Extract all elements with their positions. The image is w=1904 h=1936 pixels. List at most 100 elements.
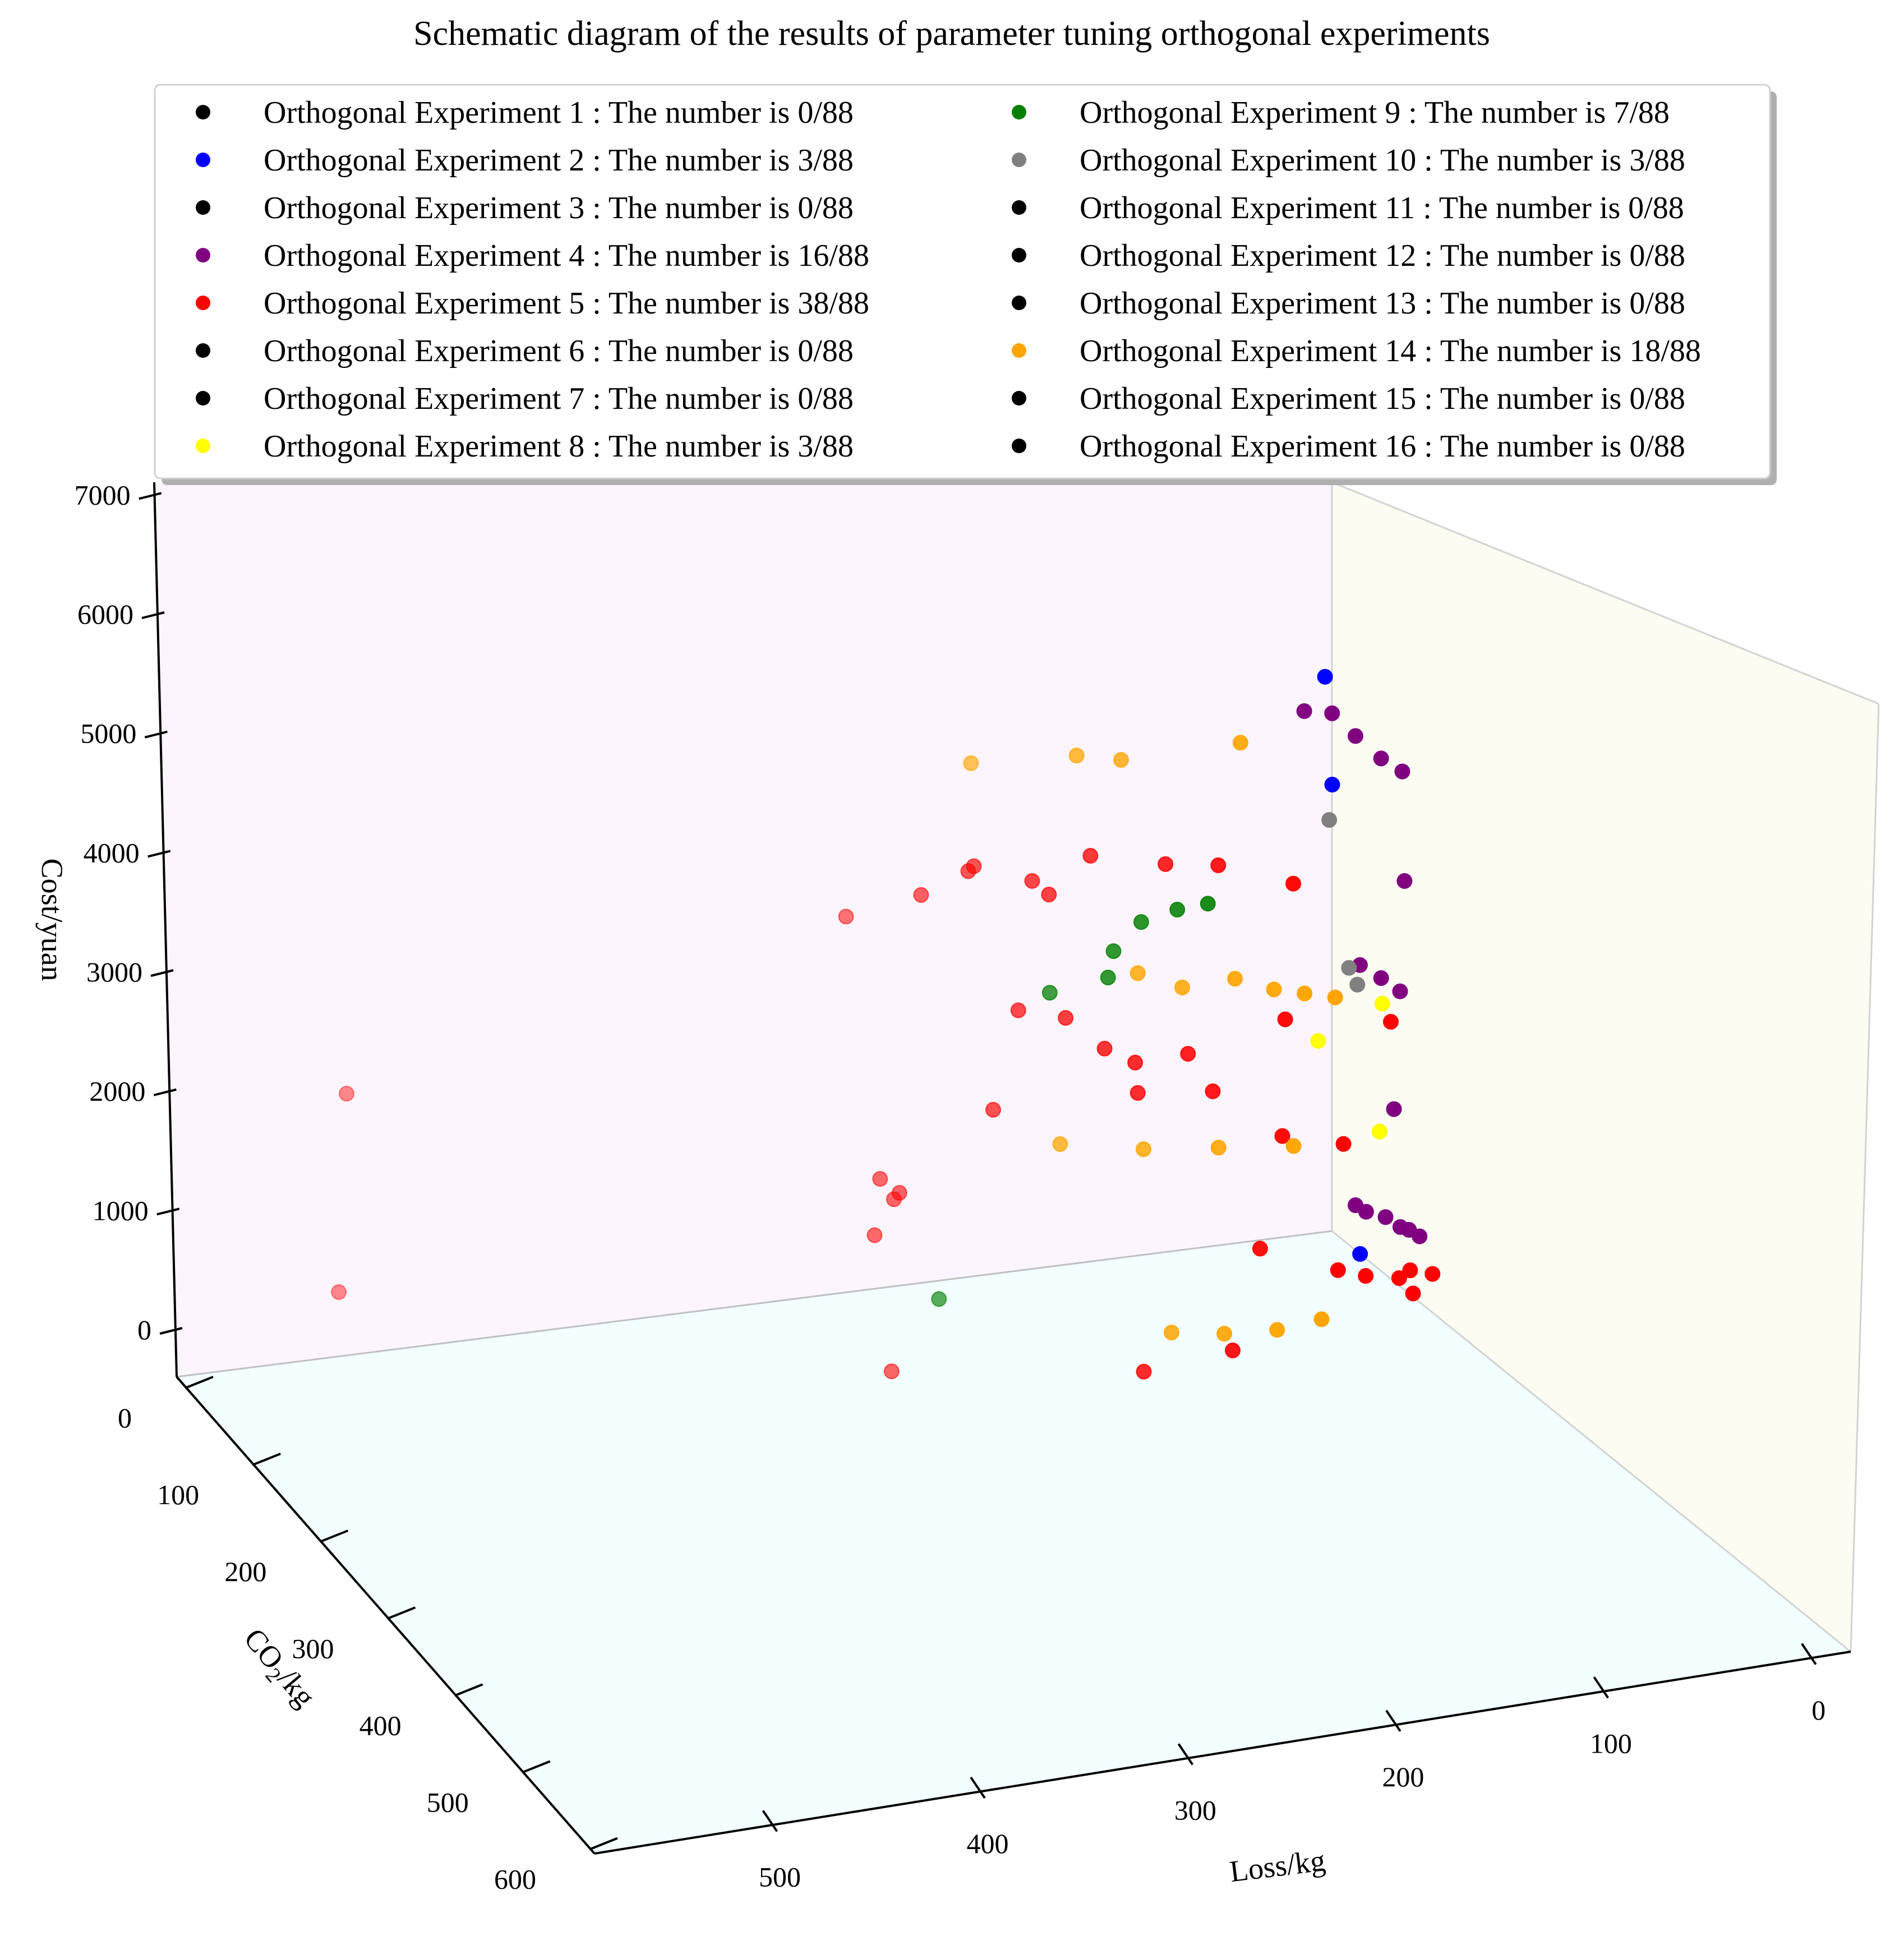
legend-label: Orthogonal Experiment 2 : The number is … <box>264 143 854 178</box>
legend-items: Orthogonal Experiment 1 : The number is … <box>196 95 1701 464</box>
z-tick-mark <box>153 1088 177 1096</box>
chart-title: Schematic diagram of the results of para… <box>413 15 1490 53</box>
data-point <box>1402 1262 1418 1279</box>
y-tick-mark <box>185 1376 214 1389</box>
z-tick-label: 4000 <box>84 837 140 868</box>
data-point <box>1216 1326 1233 1342</box>
data-point <box>1277 1011 1293 1027</box>
data-point <box>1010 1002 1026 1018</box>
x-tick-label: 100 <box>1590 1727 1632 1759</box>
z-tick-mark <box>159 1327 183 1335</box>
data-point <box>1130 965 1146 981</box>
data-point <box>1285 1138 1302 1154</box>
data-point <box>866 1227 883 1243</box>
axes-panes <box>154 481 1880 1854</box>
x-tick-mark <box>1385 1709 1402 1732</box>
data-point <box>1358 1268 1374 1284</box>
data-point <box>1041 886 1057 902</box>
data-point <box>1130 1085 1146 1101</box>
data-point <box>1352 1246 1368 1262</box>
legend-label: Orthogonal Experiment 14 : The number is… <box>1080 334 1701 368</box>
data-point <box>1200 896 1216 912</box>
legend-label: Orthogonal Experiment 11 : The number is… <box>1080 191 1684 225</box>
data-point <box>339 1086 355 1102</box>
data-point <box>1052 1136 1068 1152</box>
data-point <box>1310 1033 1326 1049</box>
z-tick-mark <box>141 611 165 619</box>
ticks: 0100020003000400050006000700001002003004… <box>75 479 1826 1894</box>
data-point <box>1227 971 1243 987</box>
data-point <box>1296 703 1312 719</box>
legend-box <box>154 84 1771 480</box>
data-point <box>1058 1010 1074 1026</box>
z-tick-label: 5000 <box>80 718 136 749</box>
data-point <box>1297 985 1313 1002</box>
data-point <box>1210 1140 1227 1156</box>
data-point <box>1266 981 1282 998</box>
legend-marker <box>1012 200 1026 215</box>
data-point <box>1127 1054 1144 1071</box>
data-point <box>1424 1266 1441 1282</box>
y-tick-label: 500 <box>427 1786 469 1818</box>
data-point <box>913 887 929 903</box>
data-point <box>966 858 982 874</box>
legend-marker <box>196 439 210 453</box>
data-point <box>1386 1101 1402 1117</box>
y-axis-line <box>176 1376 596 1855</box>
x-tick-mark <box>762 1810 778 1832</box>
data-points <box>331 669 1441 1380</box>
data-point <box>1358 1204 1374 1220</box>
y-tick-label: 600 <box>494 1864 536 1895</box>
data-point <box>891 1184 907 1201</box>
data-point <box>1377 1209 1394 1225</box>
x-tick-mark <box>1801 1643 1817 1665</box>
legend-label: Orthogonal Experiment 3 : The number is … <box>264 191 854 225</box>
pane-edge <box>1331 1230 1851 1653</box>
z-tick-label: 6000 <box>77 598 133 630</box>
data-point <box>1024 873 1040 889</box>
data-point <box>1321 812 1338 828</box>
y-tick-mark <box>454 1683 483 1697</box>
data-point <box>1373 970 1389 986</box>
y-tick-mark <box>319 1529 349 1543</box>
data-point <box>1274 1128 1290 1144</box>
z-tick-label: 1000 <box>93 1195 149 1226</box>
legend-marker <box>196 153 210 167</box>
data-point <box>1374 995 1390 1012</box>
data-point <box>1324 776 1340 792</box>
y-tick-label: 300 <box>292 1633 334 1664</box>
data-point <box>1096 1040 1113 1057</box>
data-point <box>1330 1262 1346 1278</box>
legend-label: Orthogonal Experiment 13 : The number is… <box>1080 286 1685 321</box>
x-tick-label: 500 <box>759 1861 801 1892</box>
data-point <box>1269 1322 1285 1338</box>
data-point <box>838 909 854 925</box>
legend-label: Orthogonal Experiment 12 : The number is… <box>1080 238 1685 273</box>
data-point <box>883 1363 900 1380</box>
z-tick-label: 7000 <box>75 479 131 510</box>
data-point <box>1373 750 1389 767</box>
x-tick-label: 300 <box>1174 1794 1216 1826</box>
pane-edge <box>176 1230 1333 1378</box>
data-point <box>331 1284 347 1300</box>
y-tick-mark <box>589 1837 618 1851</box>
data-point <box>1396 873 1413 889</box>
y-tick-label: 200 <box>224 1556 266 1587</box>
legend-label: Orthogonal Experiment 8 : The number is … <box>264 429 854 464</box>
data-point <box>1113 752 1129 768</box>
z-axis-line <box>153 482 178 1377</box>
x-tick-mark <box>970 1776 986 1799</box>
legend-marker <box>196 296 210 310</box>
x-axis-line <box>594 1651 1851 1855</box>
data-point <box>872 1171 888 1187</box>
y-tick-label: 100 <box>157 1479 199 1510</box>
data-point <box>931 1291 947 1307</box>
y-tick-mark <box>386 1606 416 1620</box>
pane-edge <box>1331 481 1879 705</box>
x-tick-mark <box>1177 1743 1194 1766</box>
data-point <box>1285 875 1302 892</box>
axes <box>153 482 1851 1855</box>
z-tick-label: 3000 <box>86 956 142 988</box>
legend-label: Orthogonal Experiment 5 : The number is … <box>264 286 869 321</box>
